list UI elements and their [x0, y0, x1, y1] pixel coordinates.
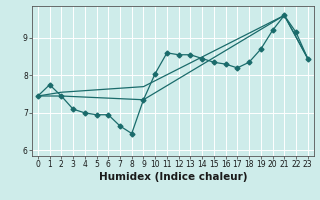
X-axis label: Humidex (Indice chaleur): Humidex (Indice chaleur)	[99, 172, 247, 182]
